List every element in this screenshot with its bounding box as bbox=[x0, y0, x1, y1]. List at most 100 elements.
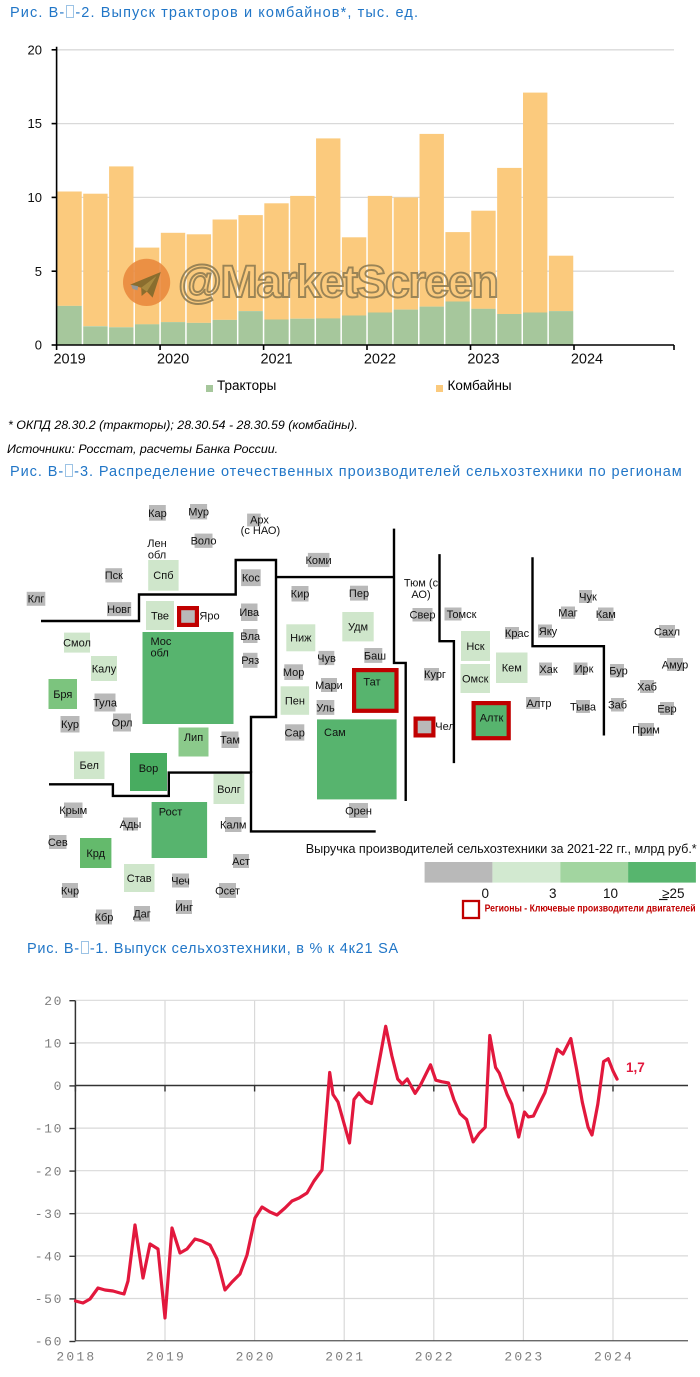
svg-text:Уль: Уль bbox=[316, 702, 335, 714]
svg-text:2019: 2019 bbox=[146, 1350, 186, 1365]
svg-text:Пск: Пск bbox=[105, 570, 123, 582]
svg-text:Сахл: Сахл bbox=[654, 626, 680, 638]
svg-text:Ива: Ива bbox=[239, 607, 260, 619]
svg-text:Хак: Хак bbox=[539, 664, 557, 676]
svg-text:10: 10 bbox=[44, 1037, 63, 1052]
svg-text:0: 0 bbox=[35, 338, 42, 353]
svg-text:Ады: Ады bbox=[120, 819, 142, 831]
svg-text:(с НАО): (с НАО) bbox=[241, 525, 280, 537]
svg-text:Выручка производителей сельхо: Выручка производителей сельхозтехники за… bbox=[306, 842, 697, 856]
svg-text:Рост: Рост bbox=[159, 807, 183, 819]
svg-text:Осет: Осет bbox=[215, 885, 240, 897]
svg-text:АО): АО) bbox=[411, 589, 430, 601]
svg-text:Клг: Клг bbox=[28, 594, 45, 606]
svg-text:2022: 2022 bbox=[364, 352, 396, 368]
svg-text:Ниж: Ниж bbox=[290, 633, 312, 645]
svg-text:Бря: Бря bbox=[53, 689, 72, 701]
svg-text:Удм: Удм bbox=[348, 622, 368, 634]
svg-text:Чел: Чел bbox=[435, 721, 455, 733]
svg-text:Амур: Амур bbox=[662, 659, 689, 671]
svg-text:Хаб: Хаб bbox=[637, 681, 657, 693]
svg-text:Мос: Мос bbox=[151, 636, 172, 648]
svg-text:2021: 2021 bbox=[325, 1350, 365, 1365]
svg-text:Коми: Коми bbox=[305, 555, 331, 567]
svg-text:2023: 2023 bbox=[504, 1350, 544, 1365]
svg-text:Бел: Бел bbox=[80, 760, 99, 772]
svg-text:Кбр: Кбр bbox=[95, 912, 114, 924]
svg-text:Чеч: Чеч bbox=[171, 875, 190, 887]
svg-text:Смол: Смол bbox=[63, 638, 91, 650]
svg-text:Мари: Мари bbox=[315, 680, 343, 692]
svg-text:-10: -10 bbox=[35, 1122, 63, 1137]
svg-text:Заб: Заб bbox=[608, 700, 627, 712]
svg-text:Яку: Яку bbox=[539, 626, 558, 638]
svg-text:2021: 2021 bbox=[260, 352, 292, 368]
svg-text:Евр: Евр bbox=[657, 703, 676, 715]
svg-text:Чув: Чув bbox=[317, 653, 336, 665]
svg-text:Крас: Крас bbox=[505, 628, 530, 640]
svg-text:Кур: Кур bbox=[61, 719, 79, 731]
svg-text:Кем: Кем bbox=[502, 663, 522, 675]
svg-text:Тыва: Тыва bbox=[570, 701, 597, 713]
svg-text:-20: -20 bbox=[35, 1164, 63, 1179]
svg-text:Лен: Лен bbox=[147, 538, 166, 550]
svg-text:2022: 2022 bbox=[415, 1350, 455, 1365]
svg-text:Чук: Чук bbox=[579, 591, 597, 603]
svg-text:Маг: Маг bbox=[558, 608, 577, 620]
svg-text:Сев: Сев bbox=[48, 837, 68, 849]
svg-text:Алтр: Алтр bbox=[527, 698, 552, 710]
svg-text:Ирк: Ирк bbox=[575, 664, 594, 676]
svg-text:Тюм (с: Тюм (с bbox=[404, 578, 439, 590]
svg-text:Кос: Кос bbox=[242, 573, 261, 585]
svg-text:20: 20 bbox=[44, 994, 63, 1009]
svg-text:1,7: 1,7 bbox=[626, 1060, 645, 1075]
svg-text:Пер: Пер bbox=[349, 588, 369, 600]
svg-text:Аст: Аст bbox=[232, 856, 250, 868]
svg-text:2019: 2019 bbox=[53, 352, 85, 368]
svg-text:Тве: Тве bbox=[151, 610, 169, 622]
svg-text:Орл: Орл bbox=[112, 717, 133, 729]
svg-text:2024: 2024 bbox=[571, 352, 603, 368]
svg-text:-50: -50 bbox=[35, 1292, 63, 1307]
svg-text:Кир: Кир bbox=[291, 589, 310, 601]
svg-text:Инг: Инг bbox=[175, 902, 193, 914]
svg-text:Кар: Кар bbox=[148, 508, 167, 520]
svg-text:2020: 2020 bbox=[157, 352, 189, 368]
svg-text:Даг: Даг bbox=[133, 909, 151, 921]
svg-text:Свер: Свер bbox=[410, 610, 436, 622]
svg-text:Сар: Сар bbox=[285, 727, 305, 739]
svg-text:2020: 2020 bbox=[236, 1350, 276, 1365]
svg-text:10: 10 bbox=[28, 190, 42, 205]
svg-text:Ряз: Ряз bbox=[241, 655, 259, 667]
svg-text:Пен: Пен bbox=[285, 695, 305, 707]
svg-text:2018: 2018 bbox=[56, 1350, 96, 1365]
svg-text:Став: Став bbox=[127, 873, 152, 885]
svg-text:Регионы - Ключевые производите: Регионы - Ключевые производители двигате… bbox=[485, 903, 696, 915]
svg-text:Волг: Волг bbox=[217, 784, 241, 796]
svg-text:10: 10 bbox=[603, 886, 618, 901]
svg-text:-30: -30 bbox=[35, 1207, 63, 1222]
svg-text:15: 15 bbox=[28, 116, 42, 131]
svg-text:5: 5 bbox=[35, 264, 42, 279]
svg-text:≥25: ≥25 bbox=[662, 886, 684, 901]
svg-text:Вла: Вла bbox=[240, 631, 261, 643]
svg-text:Тат: Тат bbox=[363, 677, 380, 689]
svg-text:Мур: Мур bbox=[188, 507, 209, 519]
svg-text:Там: Там bbox=[220, 735, 240, 747]
svg-text:Нск: Нск bbox=[466, 641, 484, 653]
svg-text:-40: -40 bbox=[35, 1250, 63, 1265]
svg-text:Тула: Тула bbox=[93, 697, 118, 709]
svg-text:0: 0 bbox=[54, 1079, 63, 1094]
svg-text:Алтк: Алтк bbox=[480, 713, 504, 725]
svg-text:Бур: Бур bbox=[609, 666, 627, 678]
svg-text:-60: -60 bbox=[35, 1335, 63, 1350]
svg-text:Крд: Крд bbox=[86, 848, 105, 860]
svg-text:2023: 2023 bbox=[467, 352, 499, 368]
svg-text:обл: обл bbox=[151, 648, 169, 660]
svg-text:Мор: Мор bbox=[283, 667, 305, 679]
svg-text:Крым: Крым bbox=[59, 805, 87, 817]
svg-text:Калу: Калу bbox=[92, 663, 117, 675]
svg-text:Спб: Спб bbox=[153, 570, 173, 582]
svg-text:2024: 2024 bbox=[594, 1350, 634, 1365]
svg-text:0: 0 bbox=[481, 886, 489, 901]
